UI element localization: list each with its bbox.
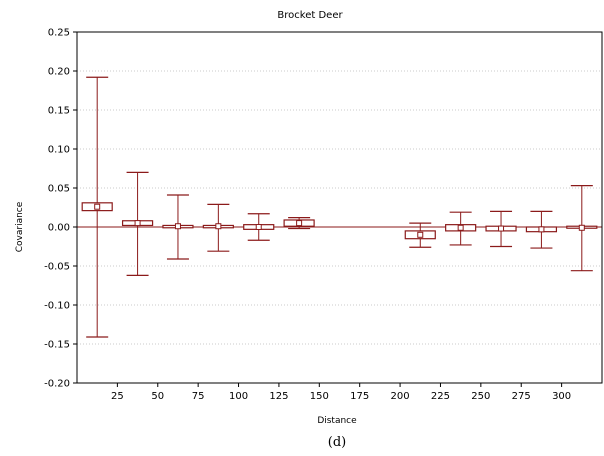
x-tick-label-11: 300: [552, 391, 571, 402]
x-tick-label-8: 225: [431, 391, 450, 402]
x-tick-label-9: 250: [471, 391, 490, 402]
box-9: [525, 210, 558, 249]
x-tick-label-3: 100: [229, 391, 248, 402]
mean-point-0: [94, 203, 101, 210]
mean-point-5: [296, 220, 303, 227]
box-series: [81, 76, 598, 338]
x-tick-label-10: 275: [512, 391, 531, 402]
x-axis-ticks: 25 50 75 100 125 150 175 200 225 250 275 300: [111, 383, 571, 402]
y-tick-label-5: 0.05: [48, 184, 70, 195]
box-5: [283, 217, 315, 230]
mean-point-6: [417, 231, 424, 238]
y-tick-label-9: 0.25: [48, 28, 70, 39]
box-10: [566, 185, 598, 272]
y-tick-label-1: -0.15: [44, 340, 70, 351]
y-tick-label-4: 0.00: [48, 223, 70, 234]
x-tick-label-0: 25: [111, 391, 124, 402]
box-1: [121, 171, 154, 276]
y-axis-label: Covariance: [15, 201, 25, 252]
box-0: [81, 76, 113, 338]
y-tick-label-8: 0.20: [48, 67, 70, 78]
x-axis-label: Distance: [317, 416, 357, 426]
mean-point-4: [255, 224, 262, 230]
mean-point-10: [578, 224, 585, 231]
x-tick-label-4: 125: [269, 391, 288, 402]
x-tick-label-1: 50: [151, 391, 164, 402]
y-axis-ticks: -0.20 -0.15 -0.10 -0.05 0.00 0.05 0.10 0.15 0.20…: [44, 28, 77, 390]
box-3: [202, 203, 234, 252]
mean-point-3: [215, 223, 222, 230]
box-6: [404, 222, 436, 248]
x-tick-label-2: 75: [192, 391, 205, 402]
box-7: [445, 211, 477, 246]
box-8: [485, 210, 517, 248]
box-4: [243, 213, 275, 241]
y-tick-label-7: 0.15: [48, 106, 70, 117]
mean-point-7: [457, 224, 464, 231]
y-tick-label-3: -0.05: [44, 262, 70, 273]
mean-point-2: [174, 223, 181, 230]
x-tick-label-5: 150: [310, 391, 329, 402]
plot-frame: [76, 31, 603, 384]
mean-point-9: [538, 226, 545, 233]
chart-title: Brocket Deer: [277, 10, 343, 21]
y-tick-label-2: -0.10: [44, 301, 70, 312]
mean-point-8: [498, 225, 505, 232]
mean-point-1: [134, 220, 141, 227]
y-tick-label-0: -0.20: [44, 379, 70, 390]
figure-caption: (d): [328, 435, 346, 450]
y-tick-label-6: 0.10: [48, 145, 70, 156]
x-tick-label-7: 200: [391, 391, 410, 402]
box-2: [162, 194, 194, 260]
x-tick-label-6: 175: [350, 391, 369, 402]
